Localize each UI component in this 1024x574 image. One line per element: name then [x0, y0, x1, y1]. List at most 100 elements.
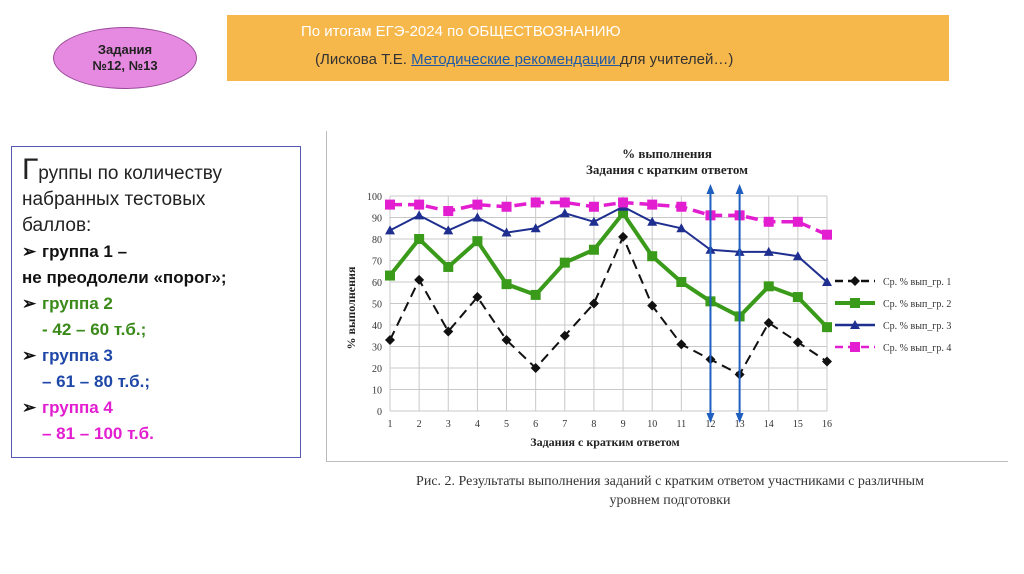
banner-title: По итогам ЕГЭ-2024 по ОБЩЕСТВОЗНАНИЮ	[301, 23, 621, 40]
data-point	[676, 223, 687, 233]
group-3-detail: – 61 – 80 т.б.;	[42, 372, 151, 391]
groups-title-initial: Г	[22, 153, 39, 186]
x-tick-label: 13	[735, 419, 745, 430]
data-point	[472, 236, 483, 247]
data-point	[676, 201, 687, 212]
chart-subtitle: Задания с кратким ответом	[586, 162, 748, 177]
data-point	[676, 277, 687, 287]
data-point	[822, 229, 832, 240]
arrow-bullet-icon: ➢	[22, 294, 37, 313]
y-tick-label: 60	[372, 278, 382, 289]
caption-line1: Рис. 2. Результаты выполнения заданий с …	[416, 474, 924, 489]
data-point	[647, 300, 658, 311]
group-4-detail: – 81 – 100 т.б.	[42, 424, 154, 443]
chart-title: % выполнения	[622, 146, 712, 161]
x-tick-label: 12	[705, 419, 715, 430]
arrow-down-icon	[706, 413, 715, 423]
series-line	[389, 205, 828, 283]
y-axis-label: % выполнения	[344, 266, 358, 349]
x-tick-label: 3	[446, 419, 451, 430]
x-tick-label: 7	[562, 419, 567, 430]
data-point	[443, 225, 454, 235]
data-point	[559, 197, 570, 208]
groups-title-line2: набранных тестовых	[22, 189, 206, 210]
y-tick-label: 30	[372, 343, 382, 354]
line-chart: % выполнения Задания с кратким ответом З…	[344, 146, 951, 449]
x-tick-label: 14	[764, 419, 774, 430]
data-point	[559, 330, 570, 341]
data-point	[822, 277, 832, 286]
groups-title-line3: баллов:	[22, 215, 92, 236]
x-tick-label: 4	[475, 419, 480, 430]
x-tick-label: 6	[533, 419, 538, 430]
y-tick-label: 20	[372, 364, 382, 375]
legend-marker	[850, 298, 860, 308]
x-tick-label: 15	[793, 419, 803, 430]
data-point	[763, 281, 774, 292]
legend-marker	[850, 276, 860, 286]
x-tick-label: 16	[822, 419, 832, 430]
data-point	[647, 216, 658, 226]
y-tick-label: 50	[372, 300, 382, 311]
data-point	[385, 199, 395, 210]
data-point	[618, 231, 629, 242]
y-tick-label: 80	[372, 235, 382, 246]
data-point	[385, 335, 395, 346]
legend-marker	[850, 320, 860, 329]
badge-line2: №12, №13	[92, 58, 158, 73]
group-4-label: ➢ группа 4	[22, 395, 300, 421]
x-tick-label: 10	[647, 419, 657, 430]
data-point	[822, 322, 832, 333]
data-point	[443, 326, 454, 337]
group-3-label: ➢ группа 3	[22, 343, 300, 369]
data-point	[414, 274, 425, 285]
data-point	[530, 289, 541, 300]
group-1-detail: не преодолели «порог»;	[22, 268, 227, 287]
arrow-bullet-icon: ➢	[22, 242, 37, 261]
groups-panel: Группы по количеству набранных тестовых …	[11, 146, 301, 458]
data-point	[501, 227, 512, 237]
group-1-label: ➢ группа 1 –	[22, 239, 300, 265]
x-tick-label: 2	[417, 419, 422, 430]
series-line	[389, 234, 828, 376]
x-tick-label: 5	[504, 419, 509, 430]
y-tick-label: 100	[367, 192, 382, 203]
header-banner: По итогам ЕГЭ-2024 по ОБЩЕСТВОЗНАНИЮ (Ли…	[227, 15, 949, 81]
y-tick-label: 90	[372, 214, 382, 225]
data-point	[792, 251, 803, 261]
data-point	[822, 356, 832, 367]
source-link[interactable]: Методические рекомендации	[411, 51, 620, 68]
data-point	[501, 279, 512, 290]
group-2-label: ➢ группа 2	[22, 291, 300, 317]
arrow-bullet-icon: ➢	[22, 346, 37, 365]
data-point	[414, 210, 425, 220]
y-tick-label: 10	[372, 386, 382, 397]
data-point	[763, 216, 774, 227]
data-point	[559, 257, 570, 268]
data-point	[443, 206, 454, 217]
y-tick-label: 0	[377, 407, 382, 418]
legend-label: Ср. % вып_гр. 2	[883, 299, 951, 310]
data-point	[588, 298, 599, 309]
arrow-up-icon	[735, 184, 744, 194]
figure-caption: Рис. 2. Результаты выполнения заданий с …	[330, 472, 1010, 510]
source-prefix: (Лискова Т.Е.	[315, 51, 412, 68]
y-tick-label: 40	[372, 321, 382, 332]
badge-line1: Задания	[97, 42, 153, 57]
data-point	[792, 337, 803, 348]
data-point	[472, 292, 483, 303]
data-point	[414, 199, 425, 210]
data-point	[530, 197, 541, 208]
caption-line2: уровнем подготовки	[609, 493, 731, 508]
groups-title-rest: руппы по количеству	[38, 163, 222, 184]
legend-marker	[850, 342, 860, 352]
x-tick-label: 9	[621, 419, 626, 430]
data-point	[792, 292, 803, 303]
data-point	[763, 246, 774, 256]
data-point	[385, 225, 395, 235]
groups-title: Группы по количеству	[22, 155, 300, 187]
data-point	[676, 339, 687, 350]
data-point	[530, 363, 541, 373]
data-point	[588, 216, 599, 226]
data-point	[472, 212, 483, 222]
